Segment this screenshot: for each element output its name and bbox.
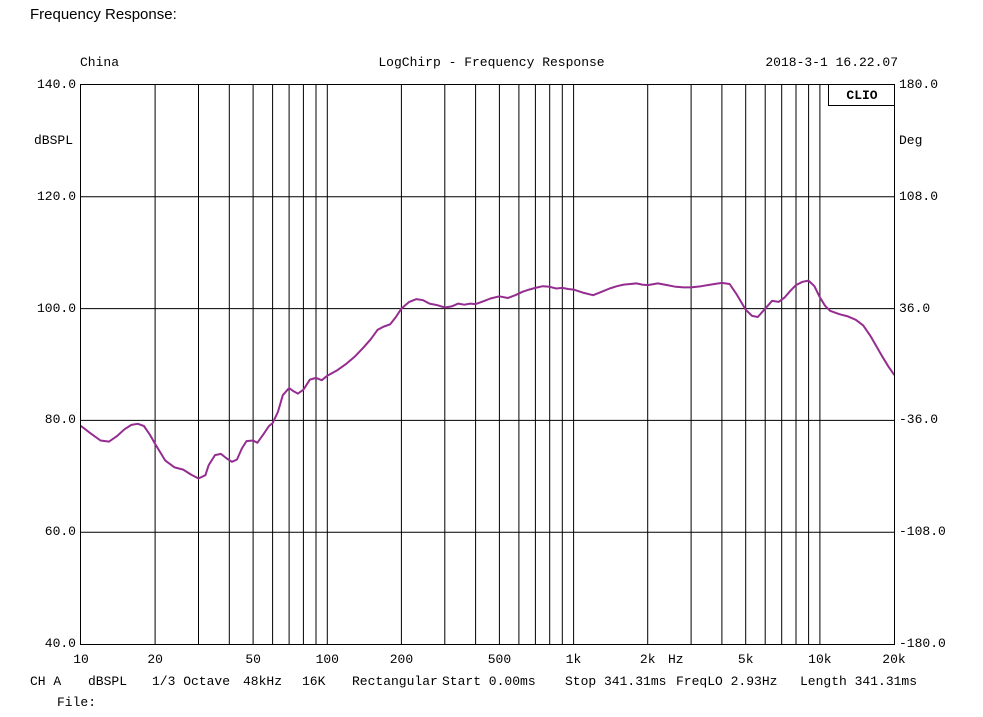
status-item: Stop 341.31ms (565, 674, 667, 689)
page-title: Frequency Response: (30, 6, 177, 23)
status-item: Length 341.31ms (800, 674, 918, 689)
file-label: File: (57, 695, 97, 710)
status-item: Start 0.00ms (442, 674, 536, 689)
measurement-status-bar: CH A dBSPL 1/3 Octave 48kHz 16K Rectangular St… (0, 674, 983, 690)
clio-brand-label: CLIO (846, 87, 878, 103)
y-right-tick-label: 108.0 (899, 188, 939, 204)
status-item: FreqLO 2.93Hz (676, 674, 778, 689)
frequency-response-curve-svg (81, 85, 894, 644)
y-right-tick-label: 36.0 (899, 300, 931, 316)
x-tick-label: 100 (315, 652, 339, 667)
y-left-tick-label: 100.0 (36, 300, 76, 316)
y-right-tick-label: 180.0 (899, 77, 939, 92)
x-tick-label: 200 (389, 652, 414, 667)
y-left-tick-label: 40.0 (44, 636, 76, 651)
y-left-tick-label: 80.0 (44, 412, 76, 428)
y-right-axis-unit: Deg (899, 133, 923, 148)
y-left-axis-unit: dBSPL (34, 133, 74, 148)
y-right-tick-label: -108.0 (899, 524, 946, 540)
header-channel-label: China (80, 55, 120, 70)
x-tick-label: 10k (808, 652, 832, 667)
status-item: CH A (30, 674, 62, 689)
x-tick-label: 20k (882, 652, 906, 667)
y-right-tick-label: -180.0 (899, 636, 946, 651)
x-tick-label: 50 (245, 652, 261, 667)
clio-brand-badge: CLIO (828, 85, 895, 106)
y-left-tick-label: 140.0 (36, 77, 76, 92)
y-left-tick-label: 60.0 (44, 524, 76, 540)
status-item: 48kHz (243, 674, 283, 689)
x-tick-label: 5k (737, 652, 754, 667)
chart-title: LogChirp - Frequency Response (378, 55, 605, 70)
x-tick-label: 500 (487, 652, 512, 667)
x-tick-label: 2k (639, 652, 656, 667)
x-tick-label: 1k (565, 652, 582, 667)
status-item: 16K (302, 674, 326, 689)
y-right-tick-label: -36.0 (899, 412, 939, 428)
plot-area (80, 84, 895, 645)
status-item: dBSPL (88, 674, 128, 689)
x-tick-label: 10 (73, 652, 89, 667)
status-item: Rectangular (352, 674, 438, 689)
x-axis-unit: Hz (667, 652, 684, 667)
timestamp: 2018-3-1 16.22.07 (765, 55, 898, 70)
y-left-tick-label: 120.0 (36, 188, 76, 204)
status-item: 1/3 Octave (152, 674, 231, 689)
x-tick-label: 20 (147, 652, 163, 667)
